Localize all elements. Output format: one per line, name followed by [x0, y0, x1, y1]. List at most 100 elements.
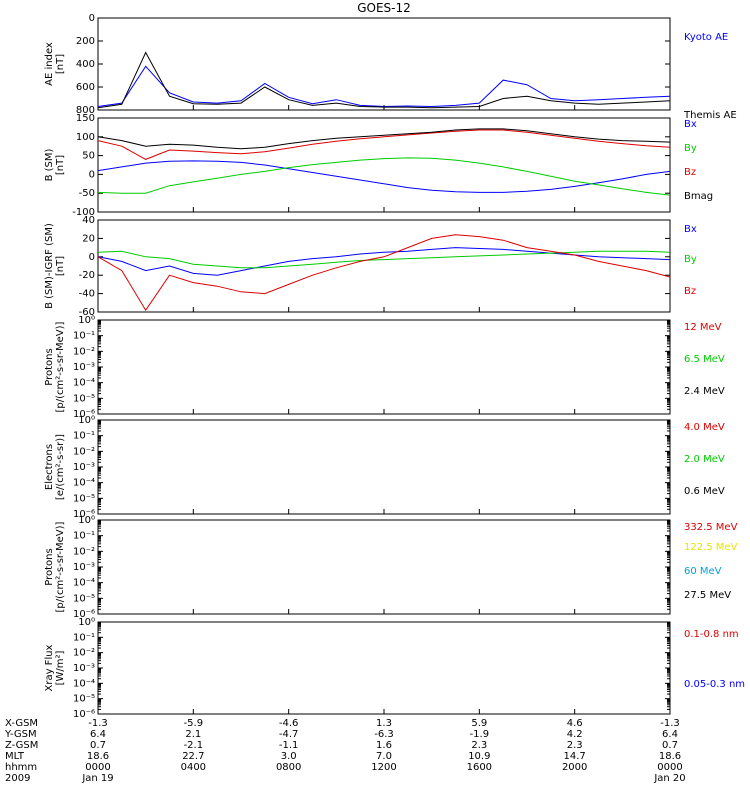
legend-entry: By	[684, 143, 697, 154]
ephemeris-value: -2.1	[184, 740, 204, 751]
y-tick-label: 0	[89, 13, 95, 24]
y-axis-label: B (SM)	[44, 148, 55, 181]
legend-entry: Kyoto AE	[684, 32, 728, 43]
y-tick-label: 10⁻¹	[73, 431, 95, 442]
ephemeris-value: 0800	[276, 762, 301, 773]
series-line-bz	[97, 234, 671, 312]
ephemeris-value: 1.6	[376, 740, 392, 751]
ephemeris-value: 5.9	[471, 718, 487, 729]
y-tick-label: 10⁻³	[73, 562, 95, 573]
y-tick-label: 100	[76, 132, 95, 143]
y-tick-label: -20	[79, 270, 95, 281]
series-line-bmag	[97, 128, 671, 150]
series-line-bz	[97, 129, 671, 160]
panel-7: 10⁰ 10⁻¹ 10⁻² 10⁻³ 10⁻⁴ 10⁻⁵ 10⁻⁶ Xray Flux [W/m…	[44, 617, 745, 720]
y-tick-label: 10⁻⁵	[73, 393, 95, 404]
ephemeris-value: 0.7	[90, 740, 106, 751]
ephemeris-value: 3.0	[281, 751, 297, 762]
y-axis-label: [W/m²]	[55, 650, 66, 685]
y-tick-label: 10⁻²	[73, 346, 95, 357]
ephemeris-value: -1.9	[470, 729, 490, 740]
y-tick-label: 10⁻¹	[73, 331, 95, 342]
y-tick-label: 150	[76, 113, 95, 124]
series-line-by	[97, 157, 671, 196]
legend-entry: 0.6 MeV	[684, 486, 725, 497]
ephemeris-value: 0000	[85, 762, 110, 773]
ephemeris-value: 2.1	[185, 729, 201, 740]
y-axis-label: [nT]	[55, 54, 66, 74]
y-axis-label: [nT]	[55, 256, 66, 276]
series-line-by	[97, 250, 671, 269]
chart-title: GOES-12	[357, 1, 411, 15]
y-tick-label: 600	[76, 82, 95, 93]
ephemeris-row-label: X-GSM	[5, 718, 38, 729]
ephemeris-value: 1200	[371, 762, 396, 773]
ephemeris-value: 4.2	[567, 729, 583, 740]
legend-entry: Bx	[684, 224, 697, 235]
y-tick-label: 10⁰	[78, 515, 95, 526]
y-tick-label: -40	[79, 289, 95, 300]
y-axis-label: B (SM)-IGRF (SM)	[44, 223, 55, 309]
ephemeris-value: -1.1	[279, 740, 299, 751]
y-axis-label: [nT]	[55, 155, 66, 175]
panel-frame	[97, 117, 671, 213]
ephemeris-value: Jan 19	[81, 773, 113, 784]
ephemeris-value: 2000	[562, 762, 587, 773]
y-tick-label: 10⁰	[78, 617, 95, 628]
y-tick-label: 10⁻¹	[73, 531, 95, 542]
legend-entry: 27.5 MeV	[684, 590, 731, 601]
y-tick-label: 0	[89, 169, 95, 180]
y-tick-label: 0	[89, 252, 95, 263]
y-axis-label: [p/(cm²-s-sr-MeV)]	[55, 521, 66, 612]
y-tick-label: 10⁻²	[73, 648, 95, 659]
legend-entry: Themis AE	[683, 110, 737, 121]
panel-frame	[97, 319, 671, 415]
legend-entry: Bx	[684, 119, 697, 130]
ephemeris-value: Jan 20	[653, 773, 685, 784]
y-tick-label: 400	[76, 59, 95, 70]
ephemeris-value: 6.4	[662, 729, 678, 740]
y-axis-label: [p/(cm²-s-sr-MeV)]	[55, 321, 66, 412]
y-tick-label: 10⁻⁶	[73, 609, 95, 620]
ephemeris-value: 2.3	[471, 740, 487, 751]
ephemeris-row-label: Z-GSM	[5, 740, 38, 751]
series-line-bx	[97, 160, 671, 193]
series-line-themis-ae	[97, 51, 671, 109]
y-axis-label: [e/(cm²-s-sr)]	[55, 434, 66, 500]
legend-entry: 6.5 MeV	[684, 354, 725, 365]
ephemeris-value: 6.4	[90, 729, 106, 740]
y-tick-label: 40	[82, 215, 95, 226]
y-tick-label: 20	[82, 233, 95, 244]
y-tick-label: -50	[79, 188, 95, 199]
y-tick-label: -100	[72, 207, 95, 218]
ephemeris-value: 10.9	[468, 751, 490, 762]
y-tick-label: 800	[76, 105, 95, 116]
ephemeris-value: 7.0	[376, 751, 392, 762]
ephemeris-value: -1.3	[660, 718, 680, 729]
ephemeris-row-label: hhmm	[5, 762, 37, 773]
y-tick-label: 10⁻⁴	[73, 578, 95, 589]
y-axis-label: Protons	[44, 548, 55, 585]
y-tick-label: 10⁻¹	[73, 632, 95, 643]
y-tick-label: 10⁻³	[73, 362, 95, 373]
y-tick-label: 10⁻⁴	[73, 378, 95, 389]
ephemeris-value: 0.7	[662, 740, 678, 751]
legend-entry: 0.1-0.8 nm	[684, 629, 739, 640]
ephemeris-value: 1600	[467, 762, 492, 773]
ephemeris-value: -6.3	[374, 729, 394, 740]
panel-2: 150 100 50 0 -50 -100 B (SM) [nT] Bx By Bz Bmag	[44, 113, 713, 218]
y-tick-label: 10⁻⁵	[73, 694, 95, 705]
y-axis-label: Protons	[44, 348, 55, 385]
ephemeris-value: 1.3	[376, 718, 392, 729]
y-axis-label: AE index	[44, 42, 55, 86]
y-axis-label: Xray Flux	[44, 644, 55, 691]
panel-3: 40 20 0 -20 -40 -60 B (SM)-IGRF (SM) [nT] Bx By Bz	[44, 215, 697, 318]
legend-entry: Bmag	[684, 191, 713, 202]
y-tick-label: 10⁻²	[73, 546, 95, 557]
legend-entry: 60 MeV	[684, 566, 722, 577]
ephemeris-value: 4.6	[567, 718, 583, 729]
legend-entry: 4.0 MeV	[684, 422, 725, 433]
y-tick-label: 10⁻⁶	[73, 409, 95, 420]
panel-frame	[97, 519, 671, 615]
